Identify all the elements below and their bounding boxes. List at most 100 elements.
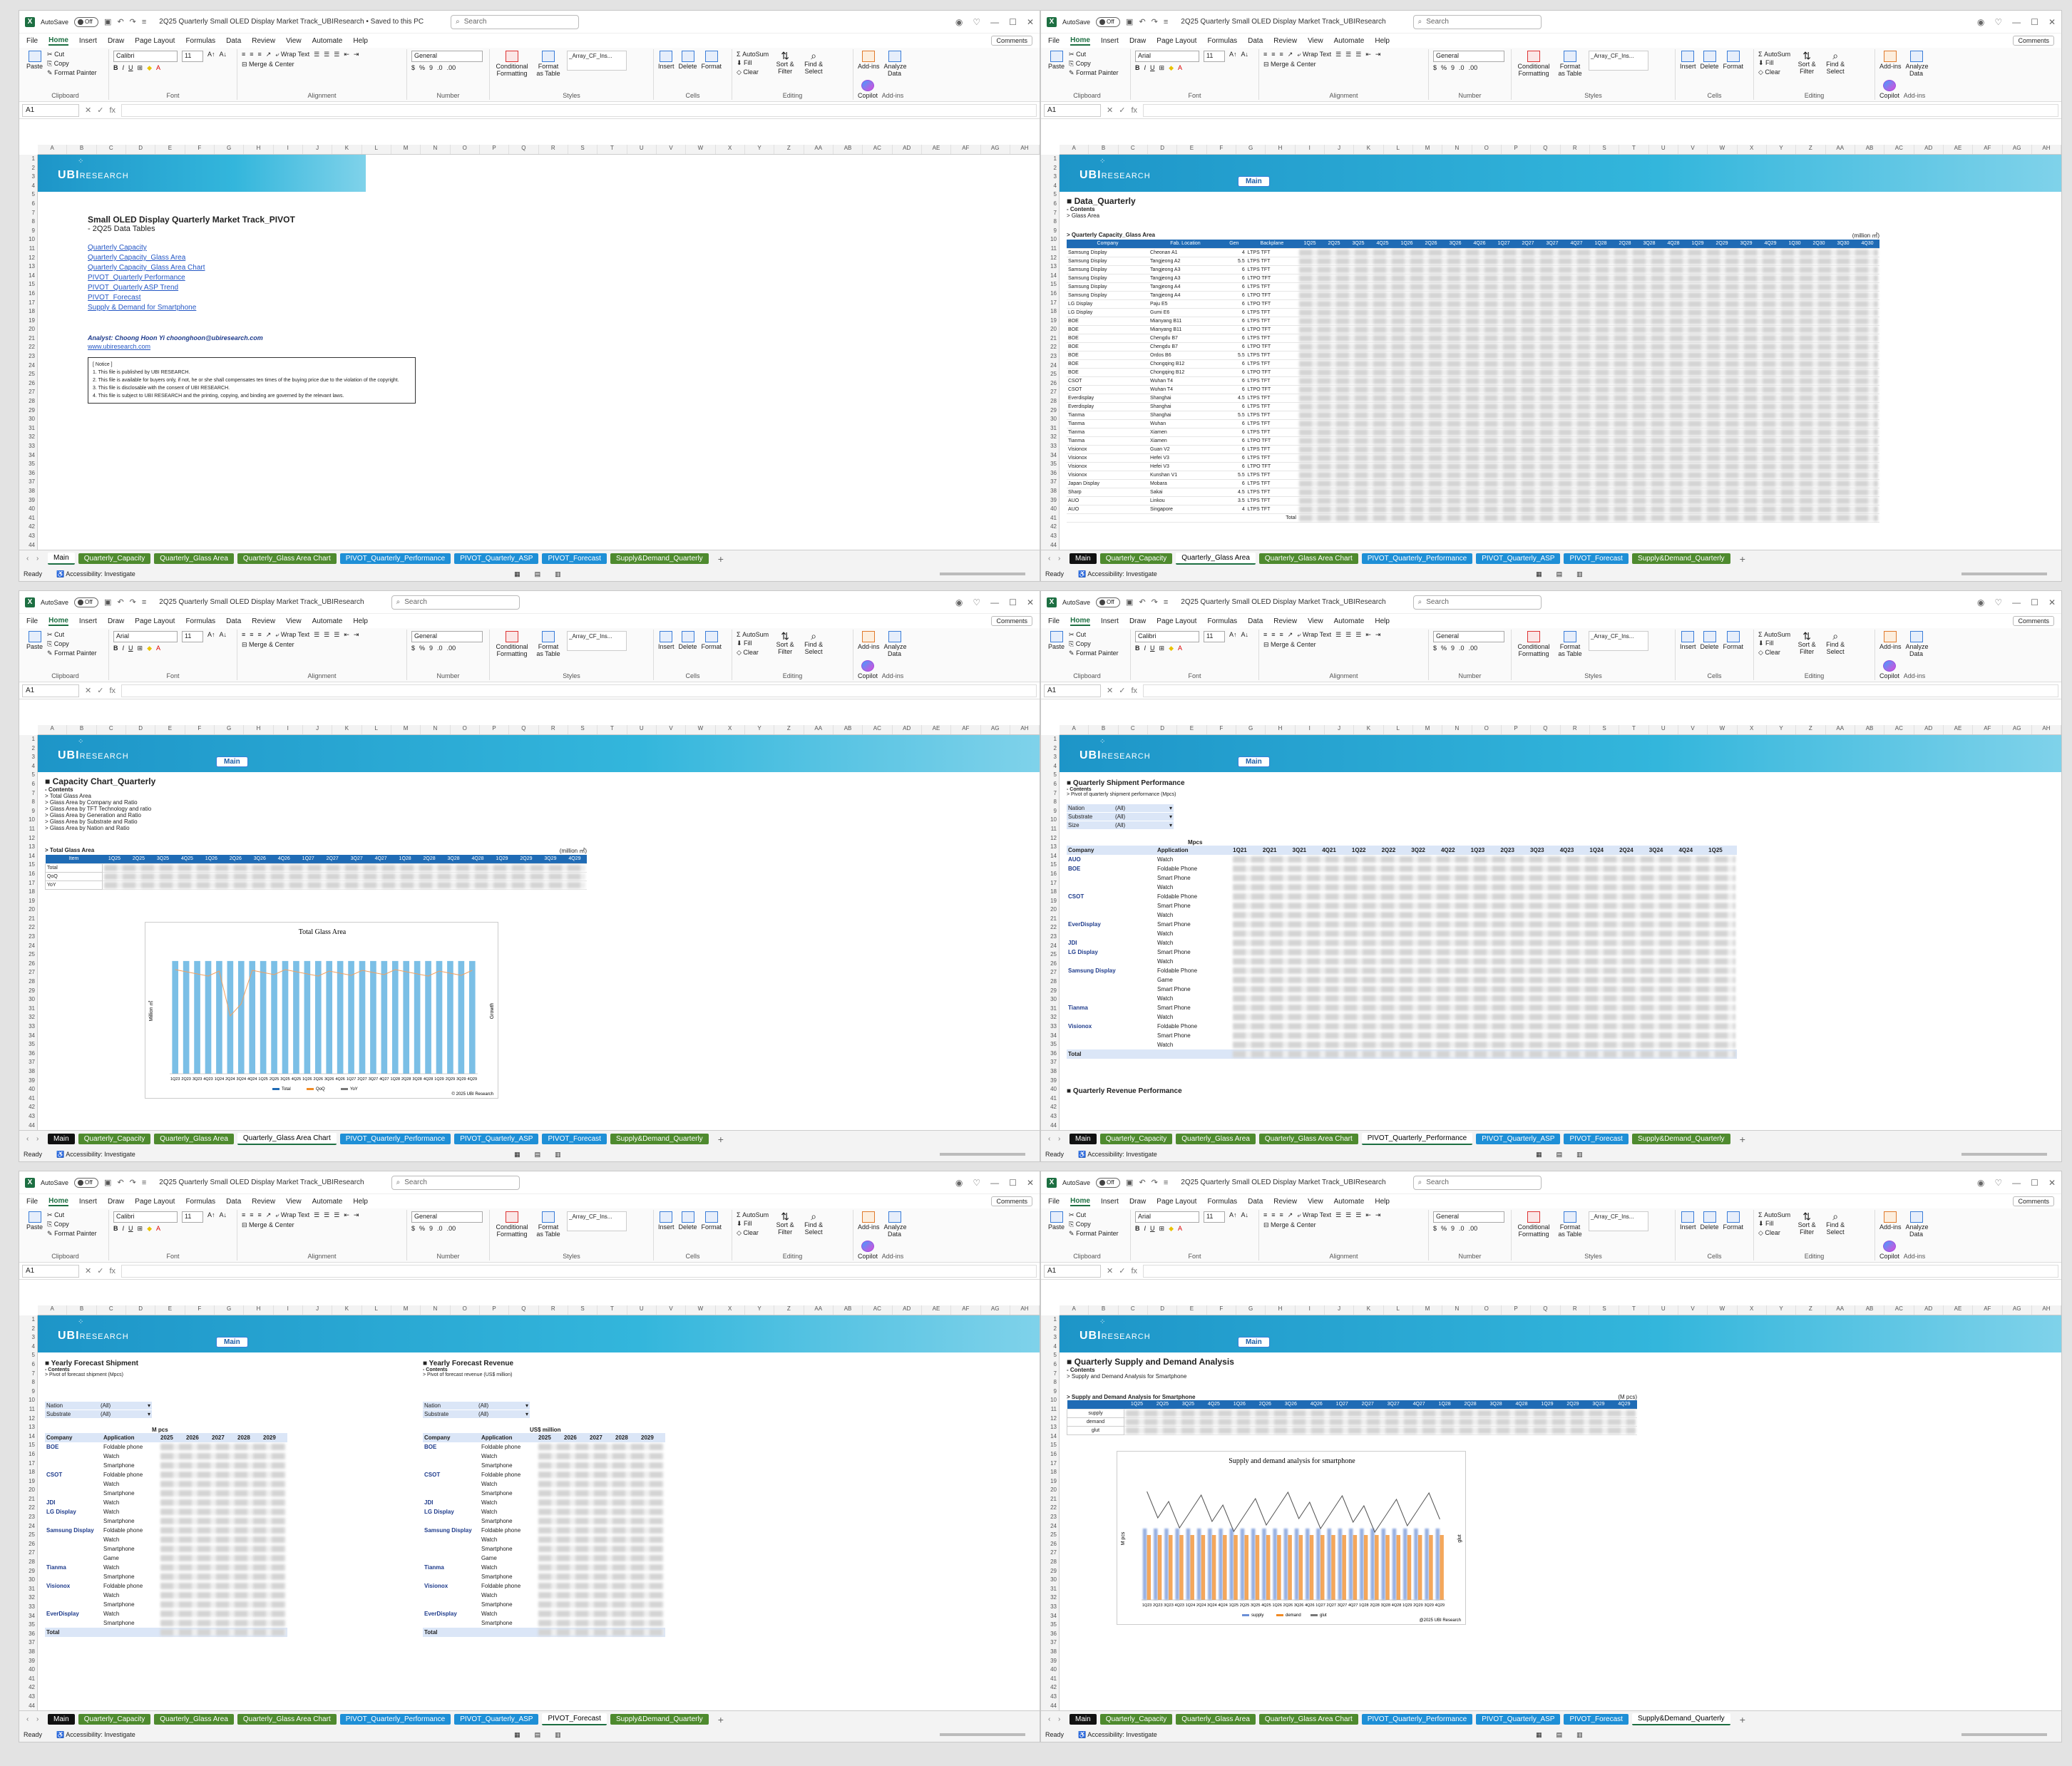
- application-cell[interactable]: Watch: [103, 1499, 120, 1506]
- align-middle-icon[interactable]: ≡: [1271, 51, 1276, 58]
- prev-sheet-icon[interactable]: ‹: [1048, 555, 1051, 563]
- column-header[interactable]: O: [1472, 145, 1502, 154]
- sheet-tab[interactable]: Quarterly_Capacity: [1099, 1714, 1173, 1725]
- row-header[interactable]: 11: [29, 245, 35, 252]
- align-center-icon[interactable]: ☰: [324, 51, 330, 58]
- column-header[interactable]: B: [67, 145, 97, 154]
- column-header[interactable]: Y: [1767, 725, 1797, 734]
- sheet-tab[interactable]: PIVOT_Quarterly_Performance: [339, 553, 451, 564]
- save-icon[interactable]: ▣: [104, 1179, 112, 1187]
- company-cell[interactable]: CSOT: [46, 1472, 63, 1478]
- font-color-icon[interactable]: A: [1177, 1225, 1182, 1232]
- table-cell[interactable]: BOE: [1067, 359, 1149, 369]
- row-header[interactable]: 20: [29, 906, 35, 913]
- pivot-column-header[interactable]: 2Q22: [1380, 846, 1410, 855]
- comments-button[interactable]: Comments: [2013, 1196, 2054, 1206]
- align-middle-icon[interactable]: ≡: [250, 1211, 254, 1218]
- borders-icon[interactable]: ⊞: [1159, 64, 1165, 71]
- minimize-icon[interactable]: —: [2012, 1177, 2021, 1188]
- company-cell[interactable]: [1067, 975, 1156, 985]
- pivot-column-header[interactable]: 1Q24: [1588, 846, 1619, 855]
- fill-color-icon[interactable]: ◆: [147, 64, 152, 71]
- autosum-button[interactable]: Σ AutoSum: [1758, 1211, 1791, 1218]
- column-header[interactable]: AC: [863, 725, 893, 734]
- undo-icon[interactable]: ↶: [1139, 598, 1146, 607]
- row-header[interactable]: 44: [1050, 1702, 1057, 1709]
- document-title[interactable]: 2Q25 Quarterly Small OLED Display Market…: [1181, 598, 1386, 606]
- column-header[interactable]: AE: [922, 1305, 952, 1315]
- minimize-icon[interactable]: —: [990, 1177, 1000, 1188]
- format-cells-button[interactable]: Format: [702, 631, 722, 651]
- format-as-table-button[interactable]: Format as Table: [534, 631, 563, 658]
- pivot-column-header[interactable]: 3Q21: [1291, 846, 1321, 855]
- row-header[interactable]: 27: [1050, 969, 1057, 976]
- table-cell[interactable]: 6: [1221, 299, 1246, 309]
- redo-icon[interactable]: ↷: [129, 598, 136, 607]
- row-header[interactable]: 40: [1050, 505, 1057, 513]
- font-name-select[interactable]: Arial: [1135, 1211, 1199, 1223]
- row-header[interactable]: 35: [1050, 461, 1057, 468]
- number-format-select[interactable]: General: [1433, 51, 1504, 62]
- row-header[interactable]: 43: [1050, 1693, 1057, 1700]
- row-header[interactable]: 23: [1050, 353, 1057, 360]
- column-header[interactable]: A: [38, 145, 68, 154]
- column-header[interactable]: M: [1413, 725, 1443, 734]
- next-sheet-icon[interactable]: ›: [1058, 1135, 1061, 1143]
- column-header[interactable]: B: [1089, 725, 1119, 734]
- format-painter-button[interactable]: ✎ Format Painter: [47, 650, 97, 657]
- column-header[interactable]: N: [1442, 1305, 1472, 1315]
- menu-tab-view[interactable]: View: [286, 36, 302, 45]
- column-header[interactable]: K: [332, 725, 362, 734]
- application-cell[interactable]: Smartphone: [103, 1620, 135, 1626]
- sheet-tab[interactable]: Supply&Demand_Quarterly: [610, 553, 709, 564]
- copilot-button[interactable]: Copilot: [858, 1240, 878, 1261]
- wrap-text-button[interactable]: ⤶ Wrap Text: [275, 1211, 310, 1218]
- row-header[interactable]: 12: [1050, 834, 1057, 841]
- menu-tab-data[interactable]: Data: [1248, 617, 1263, 625]
- toc-link[interactable]: Quarterly Capacity_Glass Area: [88, 254, 186, 262]
- row-header[interactable]: 30: [29, 416, 35, 423]
- align-bottom-icon[interactable]: ≡: [1279, 51, 1283, 58]
- row-header[interactable]: 19: [29, 317, 35, 324]
- row-header[interactable]: 23: [29, 933, 35, 940]
- company-cell[interactable]: [45, 1600, 102, 1609]
- clear-button[interactable]: ◇ Clear: [737, 649, 759, 656]
- company-cell[interactable]: [1067, 1012, 1156, 1022]
- column-header[interactable]: AG: [2003, 725, 2032, 734]
- row-header[interactable]: 21: [1050, 915, 1057, 922]
- row-header[interactable]: 24: [1050, 942, 1057, 949]
- table-cell[interactable]: Samsung Display: [1067, 291, 1149, 300]
- column-header[interactable]: L: [1384, 145, 1413, 154]
- avatar-icon[interactable]: ◉: [955, 1177, 963, 1188]
- row-header[interactable]: 40: [1050, 1086, 1057, 1093]
- menu-tab-home[interactable]: Home: [1070, 36, 1090, 46]
- row-header[interactable]: 34: [1050, 1612, 1057, 1619]
- normal-view-icon[interactable]: ▦: [514, 1150, 520, 1158]
- delete-cells-button[interactable]: Delete: [679, 631, 697, 651]
- application-cell[interactable]: Watch: [1157, 1042, 1174, 1048]
- row-header[interactable]: 12: [29, 1415, 35, 1422]
- name-box[interactable]: A1: [1044, 103, 1101, 117]
- merge-center-button[interactable]: ⊟ Merge & Center: [1263, 61, 1316, 68]
- bold-button[interactable]: B: [1135, 64, 1140, 71]
- addins-button[interactable]: Add-ins: [858, 51, 880, 78]
- shrink-font-icon[interactable]: A↓: [219, 631, 227, 638]
- company-cell[interactable]: Tianma: [1068, 1005, 1088, 1011]
- column-header[interactable]: U: [1649, 1305, 1678, 1315]
- font-name-select[interactable]: Arial: [1135, 51, 1199, 62]
- search-box[interactable]: ⌕ Search: [391, 595, 520, 610]
- number-format-select[interactable]: General: [411, 631, 483, 642]
- column-header[interactable]: J: [1325, 1305, 1355, 1315]
- column-header[interactable]: AD: [1914, 725, 1944, 734]
- row-header[interactable]: 27: [29, 1549, 35, 1556]
- column-header[interactable]: W: [686, 145, 716, 154]
- accessibility-status[interactable]: ♿ Accessibility: Investigate: [1078, 570, 1157, 577]
- row-header[interactable]: 32: [29, 1594, 35, 1601]
- row-header[interactable]: 44: [29, 1121, 35, 1129]
- font-name-select[interactable]: Arial: [113, 631, 178, 642]
- column-header[interactable]: T: [598, 725, 627, 734]
- application-cell[interactable]: Watch: [103, 1564, 120, 1571]
- row-header[interactable]: 24: [1050, 361, 1057, 369]
- increase-decimal-icon[interactable]: .0: [437, 1225, 443, 1232]
- grow-font-icon[interactable]: A↑: [1229, 51, 1237, 58]
